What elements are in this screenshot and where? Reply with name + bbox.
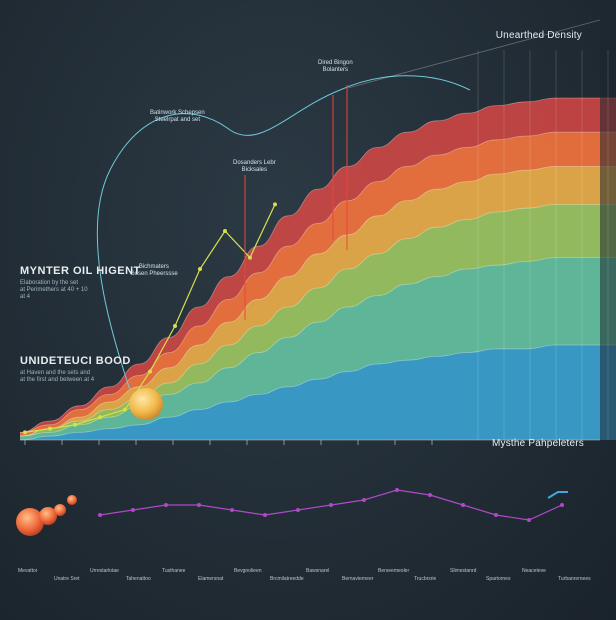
bottom-wave-point-6 bbox=[296, 508, 300, 512]
callout-3: Dosanders Lebr Bicksales bbox=[233, 160, 276, 174]
area-edge-yellow bbox=[19, 165, 616, 437]
footer-tick-1: Unatre Sret bbox=[54, 576, 80, 582]
area-edge-red bbox=[19, 97, 616, 433]
left-sub-2-line-1: at Haven and the sets and bbox=[20, 370, 91, 376]
bottom-wave-point-10 bbox=[428, 493, 432, 497]
trend-point-8 bbox=[223, 229, 227, 233]
bottom-wave-point-2 bbox=[164, 503, 168, 507]
footer-tick-12: Slimestanrd bbox=[450, 568, 477, 574]
trend-point-4 bbox=[123, 407, 127, 412]
footer-tick-3: Tahenattoo bbox=[126, 576, 151, 582]
left-sub-1-line-3: at 4 bbox=[20, 294, 31, 300]
callout-3-sub: Bicksales bbox=[241, 167, 268, 173]
footer-tick-8: Bawsnarel bbox=[306, 568, 330, 574]
overlay-lines bbox=[23, 19, 601, 435]
callout-4: Bichmaters Gosen Pheerssse bbox=[130, 264, 178, 278]
bottom-wave-point-4 bbox=[230, 508, 234, 512]
left-sub-1-line-1: Elaboration by the set bbox=[20, 280, 79, 286]
trend-point-2 bbox=[73, 422, 77, 427]
callout-3-label: Dosanders Lebr bbox=[233, 160, 276, 166]
bottom-panel bbox=[16, 488, 568, 536]
left-heading-2: UNIDETEUCI BOOD bbox=[20, 355, 131, 367]
left-heading-1: MYNTER OIL HIGENT bbox=[20, 265, 141, 277]
area-edge-teal bbox=[19, 257, 616, 437]
callout-1-label: Dired Bingon bbox=[318, 60, 353, 66]
orb bbox=[129, 388, 163, 420]
footer-tick-11: Trucbrsrie bbox=[414, 576, 437, 582]
left-sub-2-line-2: at the first and between at 4 bbox=[20, 377, 95, 383]
footer-tick-0: Mevattor bbox=[18, 568, 38, 574]
footer-tick-10: Berseemeoler bbox=[378, 568, 410, 574]
area-edge-orange bbox=[19, 131, 616, 433]
bottom-wave-point-5 bbox=[263, 513, 267, 517]
bottom-wave-point-7 bbox=[329, 503, 333, 507]
footer-tick-5: Elamersnat bbox=[198, 576, 224, 582]
area-edge-green bbox=[19, 203, 616, 437]
footer-tick-2: Urrestarlotae bbox=[90, 568, 119, 574]
footer-tick-9: Bernavierneer bbox=[342, 576, 374, 582]
callout-2: Batinwork Schepsen Steelrpat and set bbox=[150, 110, 205, 124]
bottom-orb-2 bbox=[54, 504, 66, 516]
callout-4-label: Bichmaters bbox=[138, 264, 169, 270]
area-edge-blue bbox=[19, 344, 616, 441]
callout-2-label: Batinwork Schepsen bbox=[150, 110, 205, 116]
trend-point-5 bbox=[148, 369, 152, 374]
footer-tick-6: Bevgnolieen bbox=[234, 568, 262, 574]
bottom-wave-point-3 bbox=[197, 503, 201, 507]
bottom-wave-point-8 bbox=[362, 498, 366, 502]
bottom-wave-point-1 bbox=[131, 508, 135, 512]
footer-tick-7: Brcmilatreedde bbox=[270, 576, 304, 582]
area-series-blue bbox=[20, 345, 616, 440]
trend-point-3 bbox=[98, 415, 102, 420]
trend-point-7 bbox=[198, 267, 202, 271]
callout-1: Dired Bingon Bolanters bbox=[318, 60, 353, 74]
bottom-orb-3 bbox=[67, 495, 77, 505]
bottom-orb-1 bbox=[39, 507, 57, 525]
bottom-blue-tail bbox=[547, 491, 568, 499]
footer-tick-14: Neaceteve bbox=[522, 568, 546, 574]
chart-title: Unearthed Density bbox=[495, 30, 582, 41]
bottom-wave-point-14 bbox=[560, 503, 564, 507]
trend-point-6 bbox=[173, 324, 177, 328]
trend-point-9 bbox=[248, 255, 252, 260]
trend-point-1 bbox=[48, 426, 52, 431]
bottom-wave-point-0 bbox=[98, 513, 102, 517]
vertical-gridlines bbox=[20, 50, 609, 445]
bottom-wave-point-9 bbox=[395, 488, 399, 492]
bottom-wave-point-11 bbox=[461, 503, 465, 507]
trend-point-0 bbox=[23, 430, 27, 435]
bottom-wave-point-12 bbox=[494, 513, 498, 517]
area-layers bbox=[19, 40, 616, 441]
outline-curve bbox=[96, 75, 471, 391]
callout-4-sub: Gosen Pheerssse bbox=[130, 271, 178, 277]
callout-2-sub: Steelrpat and set bbox=[154, 117, 201, 123]
left-sub-1-line-2: at Perimethers at 40 + 10 bbox=[20, 287, 88, 293]
trend-point-10 bbox=[273, 202, 277, 207]
guide-line bbox=[347, 19, 601, 89]
legend-title: Mysthe Pahpeleters bbox=[492, 438, 584, 449]
footer-tick-13: Spartornes bbox=[486, 576, 511, 582]
right-edge-shade bbox=[600, 40, 616, 440]
callout-1-sub: Bolanters bbox=[322, 67, 349, 73]
footer-tick-15: Turbanrernees bbox=[558, 576, 591, 582]
footer-tick-4: Tusthanee bbox=[162, 568, 186, 574]
bottom-orb-0 bbox=[16, 508, 44, 536]
bottom-wave-point-13 bbox=[527, 518, 531, 522]
